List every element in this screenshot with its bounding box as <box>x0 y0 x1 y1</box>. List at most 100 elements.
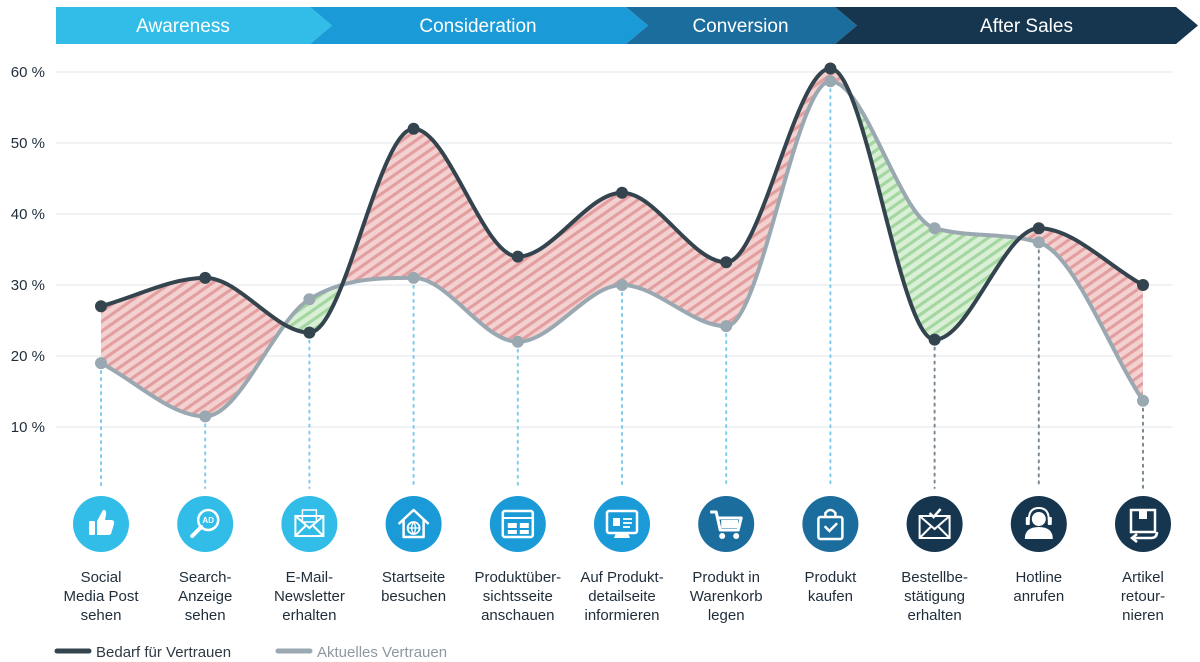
step-label: Produkt in <box>692 569 760 586</box>
step-label: Newsletter <box>274 588 345 605</box>
step-label: Anzeige <box>178 588 232 605</box>
step-icon-circle <box>385 496 442 552</box>
y-tick-label: 50 % <box>11 135 45 152</box>
journey-step: Produktüber-sichtsseite anschauen <box>474 496 561 624</box>
svg-text:AD: AD <box>202 516 214 525</box>
step-label: Hotline <box>1015 569 1062 586</box>
step-icon-circle <box>489 496 546 552</box>
data-point-demand <box>95 300 107 313</box>
phase-label: After Sales <box>980 16 1073 37</box>
data-point-demand <box>407 122 420 135</box>
data-point-current <box>616 279 628 291</box>
step-icon-circle <box>177 496 234 552</box>
legend-label-current: Aktuelles Vertrauen <box>317 644 447 661</box>
data-point-current <box>303 293 316 306</box>
y-tick-label: 30 % <box>11 277 45 294</box>
step-label: Produkt <box>805 569 858 586</box>
step-label: Social <box>81 569 122 586</box>
step-label: Auf Produkt- <box>580 569 663 586</box>
journey-step: Produkt kaufen <box>802 496 859 605</box>
phase-consideration <box>310 7 648 44</box>
journey-step: Social Media Post sehen <box>63 496 139 624</box>
journey-step: Startseite besuchen <box>381 496 446 605</box>
mail-check-icon <box>918 508 951 539</box>
data-point-current <box>199 410 212 423</box>
phase-awareness <box>56 7 332 44</box>
step-label: anrufen <box>1013 588 1064 605</box>
home-globe-icon <box>397 508 430 539</box>
data-point-demand <box>1032 222 1045 235</box>
step-label: besuchen <box>381 588 446 605</box>
data-point-current <box>1137 394 1149 407</box>
connectors <box>100 88 1144 489</box>
step-label: sichtsseite <box>483 588 553 605</box>
journey-step: Auf Produkt-detailseite informieren <box>580 496 664 624</box>
headset-icon <box>1024 506 1053 539</box>
step-label: stätigung <box>904 588 965 605</box>
journey-steps: Social Media Post sehen AD Search- Anzeige seh… <box>63 496 1171 624</box>
step-label: Search- <box>179 569 232 586</box>
step-label: erhalten <box>282 607 336 624</box>
data-point-current <box>928 222 941 235</box>
legend: Bedarf für Vertrauen Aktuelles Vertrauen <box>54 644 447 661</box>
data-point-demand <box>511 250 524 263</box>
step-label: sehen <box>81 607 122 624</box>
phase-label: Consideration <box>419 16 536 37</box>
journey-step: Hotline anrufen <box>1010 496 1067 605</box>
step-label: legen <box>708 607 745 624</box>
step-label: Startseite <box>382 569 445 586</box>
data-point-current <box>407 271 420 284</box>
data-point-current <box>824 75 837 88</box>
step-label: Artikel <box>1122 569 1164 586</box>
journey-step: E-Mail- Newsletter erhalten <box>274 496 345 624</box>
envelope-icon <box>294 509 325 537</box>
series-points <box>95 62 1149 423</box>
data-point-demand <box>303 326 316 339</box>
step-label: retour- <box>1121 588 1165 605</box>
step-label: Bestellbe- <box>901 569 968 586</box>
data-point-demand <box>616 186 628 199</box>
step-label: detailseite <box>588 588 656 605</box>
cart-icon <box>710 510 743 539</box>
step-label: Warenkorb <box>690 588 763 605</box>
data-point-current <box>95 357 107 370</box>
phase-after-sales <box>835 7 1198 44</box>
step-label: Produktüber- <box>474 569 561 586</box>
step-label: kaufen <box>808 588 853 605</box>
data-point-demand <box>928 333 941 346</box>
y-tick-label: 20 % <box>11 348 45 365</box>
journey-step: Artikel retour-nieren <box>1115 496 1171 624</box>
data-point-demand <box>824 62 837 75</box>
step-label: sehen <box>185 607 226 624</box>
shopping-bag-icon <box>817 508 844 541</box>
data-point-current <box>511 335 524 348</box>
browser-grid-icon <box>501 509 535 539</box>
step-icon-circle <box>906 496 963 552</box>
step-label: Media Post <box>63 588 139 605</box>
step-icon-circle <box>594 496 650 552</box>
y-axis: 60 % 50 % 40 % 30 % 20 % 10 % <box>11 64 45 436</box>
series-line-current <box>99 79 1145 419</box>
product-page-icon <box>605 509 639 538</box>
step-label: informieren <box>584 607 659 624</box>
journey-step: Bestellbe-stätigung erhalten <box>901 496 968 624</box>
data-point-demand <box>1137 279 1149 291</box>
data-point-demand <box>199 271 212 284</box>
phase-label: Awareness <box>136 16 230 37</box>
step-icon-circle <box>281 496 338 552</box>
return-box-icon <box>1129 508 1159 543</box>
thumbs-up-icon <box>89 509 115 535</box>
step-label: erhalten <box>907 607 961 624</box>
y-tick-label: 10 % <box>11 419 45 436</box>
step-icon-circle <box>1115 496 1171 552</box>
phase-bar: Awareness Consideration Conversion After Sa… <box>56 7 1198 44</box>
step-label: nieren <box>1122 607 1164 624</box>
y-tick-label: 60 % <box>11 64 45 81</box>
step-icon-circle <box>802 496 859 552</box>
legend-label-demand: Bedarf für Vertrauen <box>96 644 231 661</box>
phase-label: Conversion <box>692 16 788 37</box>
phase-conversion <box>626 7 857 44</box>
step-label: E-Mail- <box>286 569 334 586</box>
y-tick-label: 40 % <box>11 206 45 223</box>
